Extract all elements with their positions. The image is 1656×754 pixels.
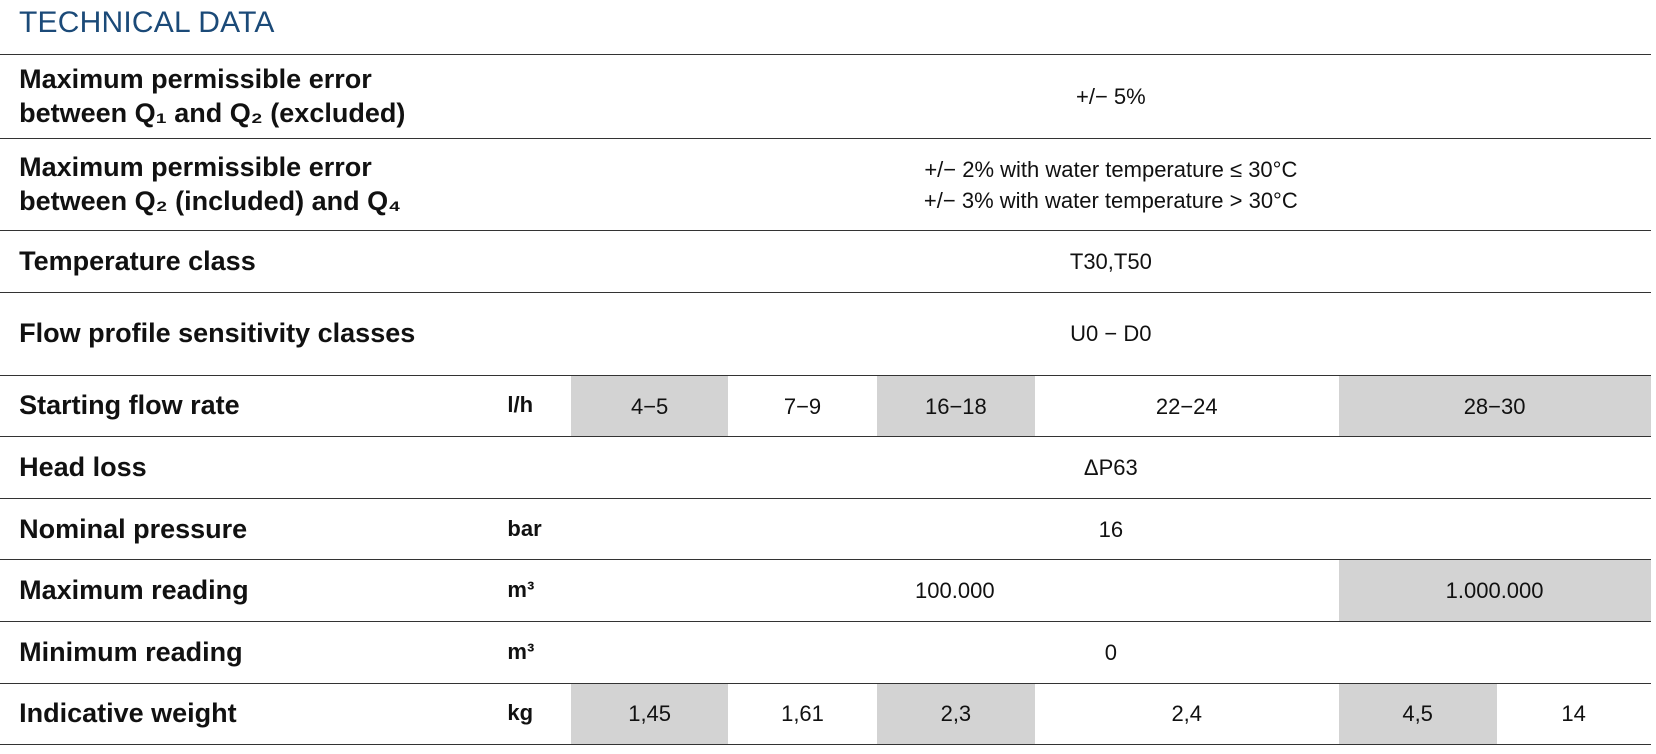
row-divider bbox=[0, 374, 1651, 376]
row-divider bbox=[0, 620, 1651, 622]
value-cell: 1.000.000 bbox=[1338, 560, 1651, 621]
row-label: Maximum permissible error between Q₂ (inc… bbox=[19, 138, 486, 230]
value-text: +/− 2% with water temperature ≤ 30°C bbox=[924, 156, 1298, 182]
row-divider bbox=[0, 497, 1651, 499]
row-label: Starting flow rate bbox=[19, 375, 486, 437]
row-label: Minimum reading bbox=[19, 621, 486, 683]
label-line: between Q₁ and Q₂ (excluded) bbox=[19, 98, 406, 129]
value-cell: 0 bbox=[571, 622, 1651, 683]
row-label: Flow profile sensitivity classes bbox=[19, 292, 486, 375]
value-text: T30,T50 bbox=[1069, 249, 1152, 275]
label-line: Nominal pressure bbox=[19, 513, 248, 544]
label-line: Temperature class bbox=[19, 246, 256, 277]
value-cell: 2,4 bbox=[1035, 684, 1339, 745]
value-cell: 1,61 bbox=[728, 684, 877, 745]
value-cell: 4,5 bbox=[1338, 683, 1497, 745]
value-cell: 2,3 bbox=[876, 683, 1035, 745]
value-text: 28−30 bbox=[1463, 393, 1526, 419]
row-label: Head loss bbox=[19, 436, 486, 498]
value-text: ΔP63 bbox=[1083, 455, 1138, 481]
value-cell: +/− 2% with water temperature ≤ 30°C +/− … bbox=[571, 139, 1651, 230]
unit: bar bbox=[507, 515, 542, 541]
value-text: 1.000.000 bbox=[1445, 578, 1544, 604]
row-divider bbox=[0, 137, 1651, 139]
value-text: 4−5 bbox=[630, 393, 669, 419]
label-line: Head loss bbox=[19, 452, 147, 483]
value-cell: 1,45 bbox=[571, 683, 729, 745]
row-divider bbox=[0, 682, 1651, 684]
value-cell: 4−5 bbox=[571, 375, 729, 437]
value-cell: 7−9 bbox=[728, 376, 877, 437]
row-divider bbox=[0, 436, 1651, 438]
value-cell: T30,T50 bbox=[571, 231, 1651, 292]
section-title: TECHNICAL DATA bbox=[19, 6, 275, 39]
value-text: 1,61 bbox=[781, 701, 824, 727]
unit: m³ bbox=[507, 638, 535, 664]
value-text: U0 − D0 bbox=[1070, 321, 1152, 347]
row-divider bbox=[0, 559, 1651, 561]
row-label: Temperature class bbox=[19, 230, 486, 292]
unit: m³ bbox=[507, 577, 535, 603]
row-divider bbox=[0, 744, 1651, 746]
value-text: +/− 3% with water temperature > 30°C bbox=[923, 187, 1298, 213]
value-text: 14 bbox=[1561, 701, 1586, 727]
unit: kg bbox=[507, 700, 534, 726]
label-line: Maximum reading bbox=[19, 575, 249, 606]
value-text: 7−9 bbox=[783, 393, 822, 419]
row-label: Maximum reading bbox=[19, 559, 486, 621]
value-cell: +/− 5% bbox=[571, 55, 1651, 138]
value-text: 16−18 bbox=[924, 393, 987, 419]
value-text: 22−24 bbox=[1155, 393, 1218, 419]
value-cell: U0 − D0 bbox=[571, 293, 1651, 375]
value-cell: 16−18 bbox=[876, 375, 1035, 437]
value-text: 0 bbox=[1104, 639, 1117, 665]
value-text: 4,5 bbox=[1402, 701, 1433, 727]
row-divider bbox=[0, 54, 1651, 56]
label-line: between Q₂ (included) and Q₄ bbox=[19, 186, 401, 217]
value-cell: 100.000 bbox=[571, 560, 1338, 621]
value-text: +/− 5% bbox=[1075, 84, 1146, 110]
value-cell: 14 bbox=[1497, 684, 1651, 745]
value-text: 2,4 bbox=[1171, 701, 1203, 727]
row-divider bbox=[0, 230, 1651, 232]
label-line: Indicative weight bbox=[19, 698, 237, 729]
row-label: Maximum permissible error between Q₁ and … bbox=[19, 54, 486, 138]
label-line: Minimum reading bbox=[19, 636, 243, 667]
row-label: Nominal pressure bbox=[19, 498, 486, 560]
value-text: 1,45 bbox=[628, 701, 672, 727]
row-divider bbox=[0, 291, 1651, 293]
value-cell: 16 bbox=[571, 499, 1651, 560]
label-line: Starting flow rate bbox=[19, 390, 240, 421]
label-line: Flow profile sensitivity classes bbox=[19, 318, 416, 349]
row-label: Indicative weight bbox=[19, 683, 486, 745]
value-text: 16 bbox=[1098, 516, 1124, 542]
value-cell: 28−30 bbox=[1338, 375, 1651, 437]
value-text: 2,3 bbox=[940, 701, 972, 727]
value-cell: 22−24 bbox=[1035, 376, 1339, 437]
unit: l/h bbox=[507, 392, 534, 418]
value-text: 100.000 bbox=[915, 578, 995, 604]
value-cell: ΔP63 bbox=[571, 437, 1651, 498]
label-line: Maximum permissible error bbox=[19, 152, 372, 183]
label-line: Maximum permissible error bbox=[19, 64, 372, 95]
